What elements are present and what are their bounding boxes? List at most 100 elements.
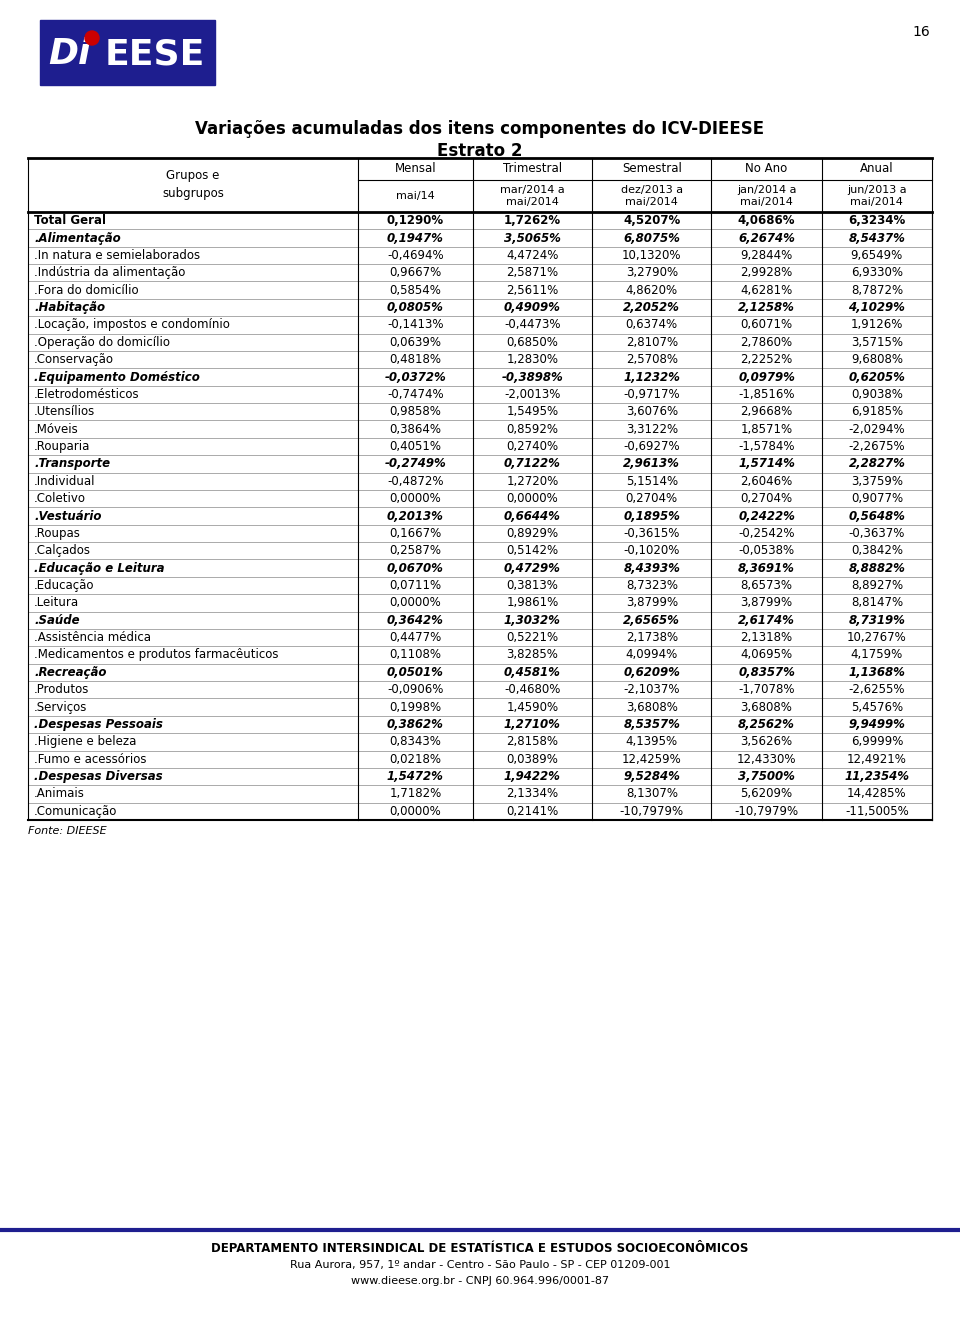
Text: .Educação: .Educação [34,579,94,592]
Text: .Animais: .Animais [34,787,84,801]
Text: Fonte: DIEESE: Fonte: DIEESE [28,826,107,836]
Text: 3,6808%: 3,6808% [740,700,793,713]
Text: 8,7319%: 8,7319% [849,614,905,626]
Text: 1,1232%: 1,1232% [623,370,681,383]
Text: 3,2790%: 3,2790% [626,267,678,279]
Text: 0,2704%: 0,2704% [740,493,793,505]
Text: -0,3637%: -0,3637% [849,527,905,540]
Text: 1,1368%: 1,1368% [849,666,905,679]
Text: 6,2674%: 6,2674% [738,231,795,244]
Text: 9,2844%: 9,2844% [740,248,793,262]
Text: 1,7262%: 1,7262% [504,214,561,227]
Text: .Coletivo: .Coletivo [34,493,86,505]
Text: DEPARTAMENTO INTERSINDICAL DE ESTATÍSTICA E ESTUDOS SOCIOECONÔMICOS: DEPARTAMENTO INTERSINDICAL DE ESTATÍSTIC… [211,1242,749,1255]
Text: 0,4729%: 0,4729% [504,561,561,575]
Text: 10,1320%: 10,1320% [622,248,682,262]
Text: 8,3691%: 8,3691% [738,561,795,575]
Text: 0,3813%: 0,3813% [507,579,559,592]
Text: 8,7872%: 8,7872% [851,284,903,297]
Text: 1,9422%: 1,9422% [504,770,561,783]
Text: -2,2675%: -2,2675% [849,440,905,453]
Text: -2,0013%: -2,0013% [504,388,561,400]
Text: 0,0218%: 0,0218% [390,753,442,766]
Text: 8,7323%: 8,7323% [626,579,678,592]
Text: -0,1020%: -0,1020% [624,544,680,557]
Text: 8,8147%: 8,8147% [851,596,903,609]
Text: 0,3862%: 0,3862% [387,717,444,731]
Text: 0,0639%: 0,0639% [390,336,442,349]
Text: -0,2542%: -0,2542% [738,527,795,540]
Text: Di: Di [48,37,90,71]
Text: 0,4818%: 0,4818% [390,353,442,366]
Text: .Alimentação: .Alimentação [34,231,121,244]
Text: .Equipamento Doméstico: .Equipamento Doméstico [34,370,200,383]
Text: 5,4576%: 5,4576% [851,700,903,713]
Text: 1,5495%: 1,5495% [506,406,559,419]
Text: 2,6174%: 2,6174% [738,614,795,626]
Text: 0,1667%: 0,1667% [389,527,442,540]
Text: -0,0538%: -0,0538% [738,544,795,557]
Text: mar/2014 a
mai/2014: mar/2014 a mai/2014 [500,185,564,207]
Text: 1,8571%: 1,8571% [740,423,793,436]
Text: -0,4872%: -0,4872% [387,474,444,487]
Text: jun/2013 a
mai/2014: jun/2013 a mai/2014 [847,185,906,207]
Text: .Utensílios: .Utensílios [34,406,95,419]
Text: jan/2014 a
mai/2014: jan/2014 a mai/2014 [737,185,796,207]
Text: 3,8799%: 3,8799% [626,596,678,609]
Text: .Rouparia: .Rouparia [34,440,90,453]
Text: 0,9858%: 0,9858% [390,406,442,419]
Text: Trimestral: Trimestral [503,162,562,176]
Text: Rua Aurora, 957, 1º andar - Centro - São Paulo - SP - CEP 01209-001: Rua Aurora, 957, 1º andar - Centro - São… [290,1260,670,1269]
Text: 3,3122%: 3,3122% [626,423,678,436]
Text: 0,0711%: 0,0711% [390,579,442,592]
Text: 4,1759%: 4,1759% [851,649,903,662]
Text: 0,8343%: 0,8343% [390,736,442,748]
Text: 1,4590%: 1,4590% [506,700,559,713]
Text: .Serviços: .Serviços [34,700,87,713]
Text: 14,4285%: 14,4285% [847,787,906,801]
Text: 6,9999%: 6,9999% [851,736,903,748]
Text: 8,5357%: 8,5357% [623,717,681,731]
Text: -1,5784%: -1,5784% [738,440,795,453]
Text: Mensal: Mensal [395,162,436,176]
Text: 0,8929%: 0,8929% [506,527,559,540]
Text: 12,4259%: 12,4259% [622,753,682,766]
Text: 3,8799%: 3,8799% [740,596,793,609]
Text: 0,2422%: 0,2422% [738,510,795,523]
Text: .Transporte: .Transporte [34,457,110,470]
Text: 8,8882%: 8,8882% [849,561,905,575]
Text: .Fora do domicílio: .Fora do domicílio [34,284,138,297]
Text: 0,0501%: 0,0501% [387,666,444,679]
Text: 2,2252%: 2,2252% [740,353,793,366]
Text: .Educação e Leitura: .Educação e Leitura [34,561,164,575]
Text: .Produtos: .Produtos [34,683,89,696]
Text: 0,8592%: 0,8592% [507,423,559,436]
Text: 2,1738%: 2,1738% [626,631,678,645]
Text: 5,1514%: 5,1514% [626,474,678,487]
Text: 6,3234%: 6,3234% [849,214,905,227]
Text: 0,0000%: 0,0000% [390,493,442,505]
Text: 0,4581%: 0,4581% [504,666,561,679]
Text: 0,0805%: 0,0805% [387,301,444,314]
Text: 0,4477%: 0,4477% [389,631,442,645]
Text: -0,6927%: -0,6927% [623,440,680,453]
Text: .Individual: .Individual [34,474,95,487]
Text: -0,9717%: -0,9717% [623,388,680,400]
Text: 8,8927%: 8,8927% [851,579,903,592]
Text: -0,3615%: -0,3615% [624,527,680,540]
Text: 9,6808%: 9,6808% [851,353,902,366]
Text: .Fumo e acessórios: .Fumo e acessórios [34,753,147,766]
Text: Variações acumuladas dos itens componentes do ICV-DIEESE: Variações acumuladas dos itens component… [196,120,764,137]
Text: .Despesas Pessoais: .Despesas Pessoais [34,717,163,731]
Text: 12,4921%: 12,4921% [847,753,907,766]
Text: .Móveis: .Móveis [34,423,79,436]
Text: No Ano: No Ano [746,162,788,176]
Text: 4,0994%: 4,0994% [626,649,678,662]
Text: -0,4473%: -0,4473% [504,318,561,332]
Text: 4,0686%: 4,0686% [738,214,795,227]
Text: -10,7979%: -10,7979% [734,804,799,818]
Text: 0,6205%: 0,6205% [849,370,905,383]
Text: .Vestuário: .Vestuário [34,510,102,523]
Text: 0,1290%: 0,1290% [387,214,444,227]
Text: .In natura e semielaborados: .In natura e semielaborados [34,248,200,262]
